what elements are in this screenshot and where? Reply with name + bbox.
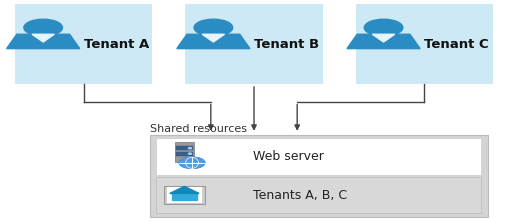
Circle shape xyxy=(188,148,192,149)
Text: Tenant C: Tenant C xyxy=(424,38,489,51)
FancyBboxPatch shape xyxy=(176,152,193,156)
Text: Shared resources: Shared resources xyxy=(150,124,247,134)
FancyBboxPatch shape xyxy=(356,4,493,84)
FancyBboxPatch shape xyxy=(150,135,488,217)
Polygon shape xyxy=(7,34,80,49)
FancyBboxPatch shape xyxy=(164,186,205,204)
Circle shape xyxy=(179,157,205,168)
Polygon shape xyxy=(32,34,54,42)
FancyBboxPatch shape xyxy=(167,187,202,203)
Text: Tenants A, B, C: Tenants A, B, C xyxy=(253,189,347,202)
FancyBboxPatch shape xyxy=(156,138,481,175)
Polygon shape xyxy=(372,34,395,42)
Circle shape xyxy=(179,157,205,168)
FancyBboxPatch shape xyxy=(176,146,193,150)
Polygon shape xyxy=(177,34,250,49)
Circle shape xyxy=(188,153,192,154)
FancyBboxPatch shape xyxy=(175,143,194,162)
FancyBboxPatch shape xyxy=(185,4,323,84)
Circle shape xyxy=(194,19,233,36)
Text: Tenant B: Tenant B xyxy=(254,38,319,51)
Polygon shape xyxy=(170,186,199,193)
Circle shape xyxy=(364,19,403,36)
Circle shape xyxy=(24,19,62,36)
Polygon shape xyxy=(202,34,225,42)
Text: Web server: Web server xyxy=(253,150,324,163)
Text: Tenant A: Tenant A xyxy=(84,38,149,51)
Polygon shape xyxy=(172,193,197,200)
Polygon shape xyxy=(347,34,420,49)
FancyBboxPatch shape xyxy=(156,177,481,213)
FancyBboxPatch shape xyxy=(15,4,152,84)
